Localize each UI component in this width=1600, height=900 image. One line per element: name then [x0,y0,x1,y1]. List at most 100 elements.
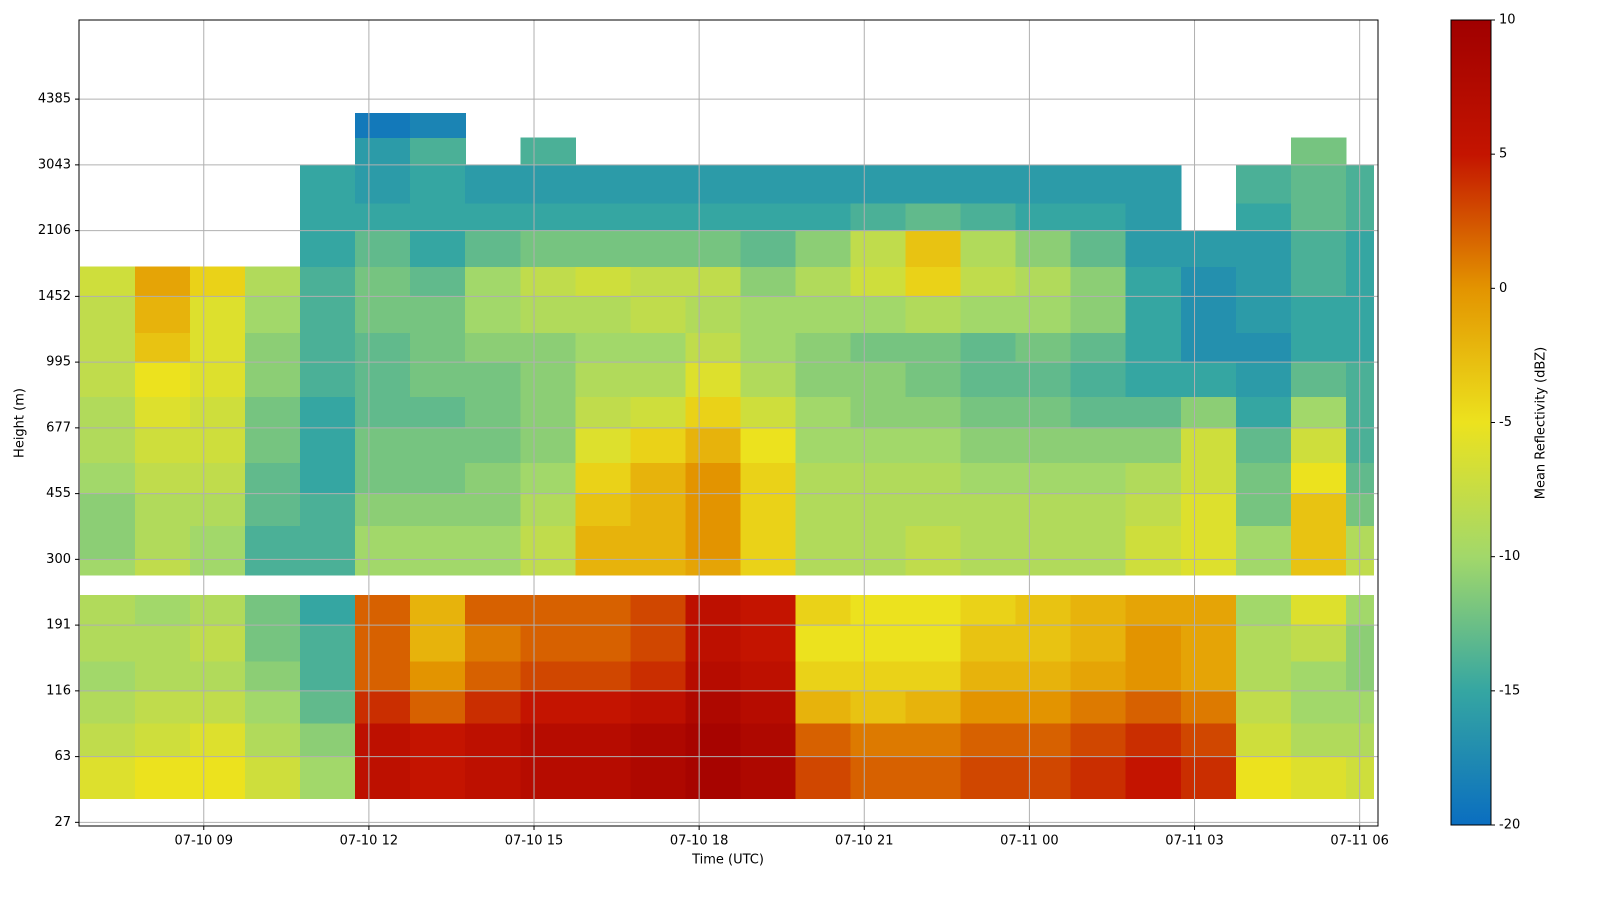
heatmap-cell [795,362,852,397]
heatmap-cell [410,164,466,204]
heatmap-cell [1180,625,1237,662]
heatmap-cell [1235,462,1292,495]
heatmap-cell [1290,266,1347,297]
heatmap-cell [300,266,356,297]
heatmap-cell [410,362,466,397]
heatmap-cell [190,296,246,334]
heatmap-cell [575,723,631,758]
heatmap-cell [795,230,852,268]
heatmap-cell [1125,427,1182,464]
heatmap-cell [465,525,521,560]
heatmap-cell [1125,396,1182,429]
heatmap-cell [1290,396,1347,429]
heatmap-cell [1180,362,1237,397]
heatmap-cell [905,266,962,297]
heatmap-cell [1180,462,1237,495]
heatmap-cell [355,113,411,139]
heatmap-cell [1290,137,1347,166]
heatmap-cell [1070,594,1127,626]
heatmap-cell [520,396,576,429]
heatmap-cell [134,690,191,724]
heatmap-cell [410,462,466,495]
heatmap-cell [685,493,742,527]
heatmap-cell [1070,230,1127,268]
heatmap-cell [190,427,246,464]
heatmap-cell [1070,661,1127,692]
heatmap-cell [795,462,852,495]
heatmap-cell [1070,202,1127,232]
y-axis-label: Height (m) [13,388,28,458]
heatmap-cell [740,164,797,204]
heatmap-cell [960,690,1017,724]
heatmap-cell [740,756,797,800]
heatmap-cell [410,756,466,800]
heatmap-cell [355,690,411,724]
heatmap-cell [190,266,246,297]
heatmap-cell [79,396,136,429]
heatmap-cell [355,164,411,204]
heatmap-cell [465,230,521,268]
heatmap-cell [740,594,797,626]
colorbar-tick-label: -20 [1499,818,1520,833]
heatmap-cell [905,332,962,363]
heatmap-cell [1070,332,1127,363]
heatmap-cell [300,396,356,429]
heatmap-cell [245,427,301,464]
heatmap-cell [355,202,411,232]
heatmap-cell [905,164,962,204]
heatmap-cell [134,427,191,464]
heatmap-cell [1235,525,1292,560]
heatmap-cell [520,493,576,527]
heatmap-cell [795,164,852,204]
heatmap-cell [1015,661,1072,692]
heatmap-cell [300,625,356,662]
heatmap-cell [520,332,576,363]
heatmap-cell [795,427,852,464]
heatmap-cell [685,559,742,576]
heatmap-cell [410,332,466,363]
heatmap-cell [79,427,136,464]
heatmap-cell [795,296,852,334]
heatmap-cell [850,230,907,268]
heatmap-cell [300,362,356,397]
heatmap-cell [465,296,521,334]
heatmap-cell [520,137,576,166]
heatmap-cell [1180,756,1237,800]
heatmap-cell [79,332,136,363]
heatmap-cell [245,594,301,626]
heatmap-cell [1235,625,1292,662]
heatmap-cell [685,427,742,464]
heatmap-cell [1125,296,1182,334]
heatmap-cell [465,396,521,429]
heatmap-cell [300,164,356,204]
heatmap-cell [1180,396,1237,429]
heatmap-cell [1125,332,1182,363]
heatmap-cell [465,723,521,758]
heatmap-cell [300,594,356,626]
heatmap-cell [300,690,356,724]
heatmap-cell [905,690,962,724]
heatmap-cell [630,625,686,662]
heatmap-cell [1015,723,1072,758]
heatmap-cell [960,493,1017,527]
heatmap-cell [1235,427,1292,464]
heatmap-cell [520,525,576,560]
colorbar-tick-label: -15 [1499,683,1520,698]
heatmap-cell [960,462,1017,495]
heatmap-cell [1125,202,1182,232]
heatmap-cell [630,266,686,297]
heatmap-cell [905,462,962,495]
heatmap-cell [1070,362,1127,397]
heatmap-cell [1070,493,1127,527]
heatmap-cell [960,559,1017,576]
heatmap-cell [1180,230,1237,268]
heatmap-cell [355,362,411,397]
heatmap-cell [685,202,742,232]
heatmap-cell [134,525,191,560]
heatmap-cell [685,462,742,495]
heatmap-cell [1015,266,1072,297]
heatmap-cell [1015,202,1072,232]
heatmap-cell [1070,462,1127,495]
heatmap-cell [685,661,742,692]
heatmap-cell [300,202,356,232]
